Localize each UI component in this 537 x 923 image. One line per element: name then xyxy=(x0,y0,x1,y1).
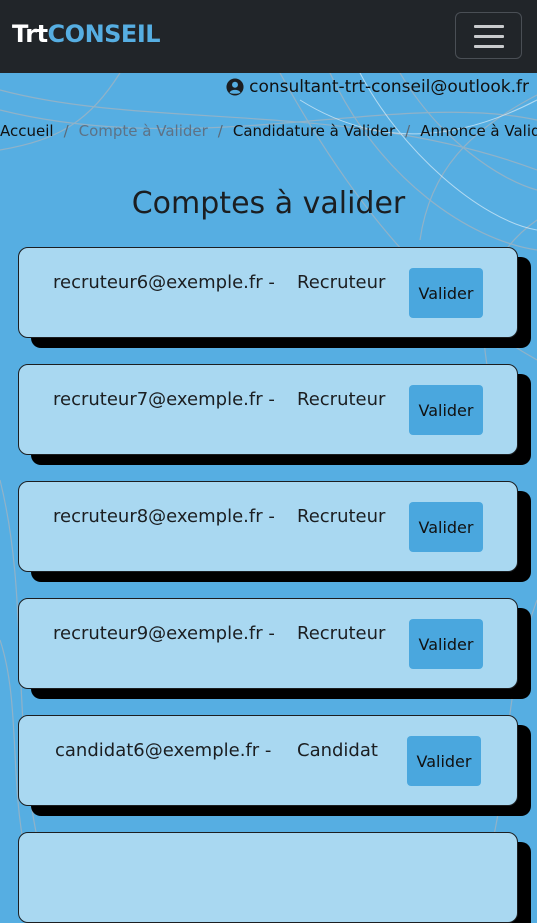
account-card: recruteur6@exemple.fr - Recruteur Valide… xyxy=(18,247,518,338)
account-card: candidat6@exemple.fr - Candidat Valider xyxy=(18,715,518,806)
validate-button[interactable]: Valider xyxy=(409,502,483,552)
account-role: Candidat xyxy=(297,740,378,761)
account-card: recruteur8@exemple.fr - Recruteur Valide… xyxy=(18,481,518,572)
menu-toggle-button[interactable] xyxy=(455,12,522,59)
validate-button[interactable]: Valider xyxy=(409,619,483,669)
account-role: Recruteur xyxy=(297,623,386,644)
account-role: Recruteur xyxy=(297,272,386,293)
account-role: Recruteur xyxy=(297,389,386,410)
user-circle-icon xyxy=(226,78,244,96)
account-card xyxy=(18,832,518,923)
validate-button[interactable]: Valider xyxy=(409,268,483,318)
breadcrumb-separator: / xyxy=(405,122,411,140)
breadcrumb-annonce-a-valider[interactable]: Annonce à Valider xyxy=(420,122,537,140)
brand-logo[interactable]: TrtCONSEIL xyxy=(12,19,161,49)
breadcrumb-accueil[interactable]: Accueil xyxy=(0,122,54,140)
brand-part1: Trt xyxy=(12,20,48,48)
breadcrumb-compte-a-valider: Compte à Valider xyxy=(78,122,208,140)
account-email: recruteur7@exemple.fr - xyxy=(53,389,275,410)
hamburger-icon-bar xyxy=(474,45,504,48)
navbar: TrtCONSEIL xyxy=(0,0,537,73)
validate-button[interactable]: Valider xyxy=(409,385,483,435)
breadcrumb: Accueil / Compte à Valider / Candidature à V… xyxy=(0,122,537,144)
account-email: candidat6@exemple.fr - xyxy=(55,740,272,761)
breadcrumb-separator: / xyxy=(63,122,69,140)
page-title: Comptes à valider xyxy=(131,186,406,221)
brand-part2: CONSEIL xyxy=(47,20,161,48)
user-info: consultant-trt-conseil@outlook.fr xyxy=(226,75,529,99)
account-card: recruteur9@exemple.fr - Recruteur Valide… xyxy=(18,598,518,689)
breadcrumb-separator: / xyxy=(217,122,223,140)
validate-button[interactable]: Valider xyxy=(407,736,481,786)
account-role: Recruteur xyxy=(297,506,386,527)
user-email: consultant-trt-conseil@outlook.fr xyxy=(249,77,529,97)
account-card: recruteur7@exemple.fr - Recruteur Valide… xyxy=(18,364,518,455)
account-email: recruteur9@exemple.fr - xyxy=(53,623,275,644)
account-email: recruteur6@exemple.fr - xyxy=(53,272,275,293)
account-email: recruteur8@exemple.fr - xyxy=(53,506,275,527)
breadcrumb-candidature-a-valider[interactable]: Candidature à Valider xyxy=(232,122,396,140)
hamburger-icon-bar xyxy=(474,25,504,28)
hamburger-icon-bar xyxy=(474,35,504,38)
